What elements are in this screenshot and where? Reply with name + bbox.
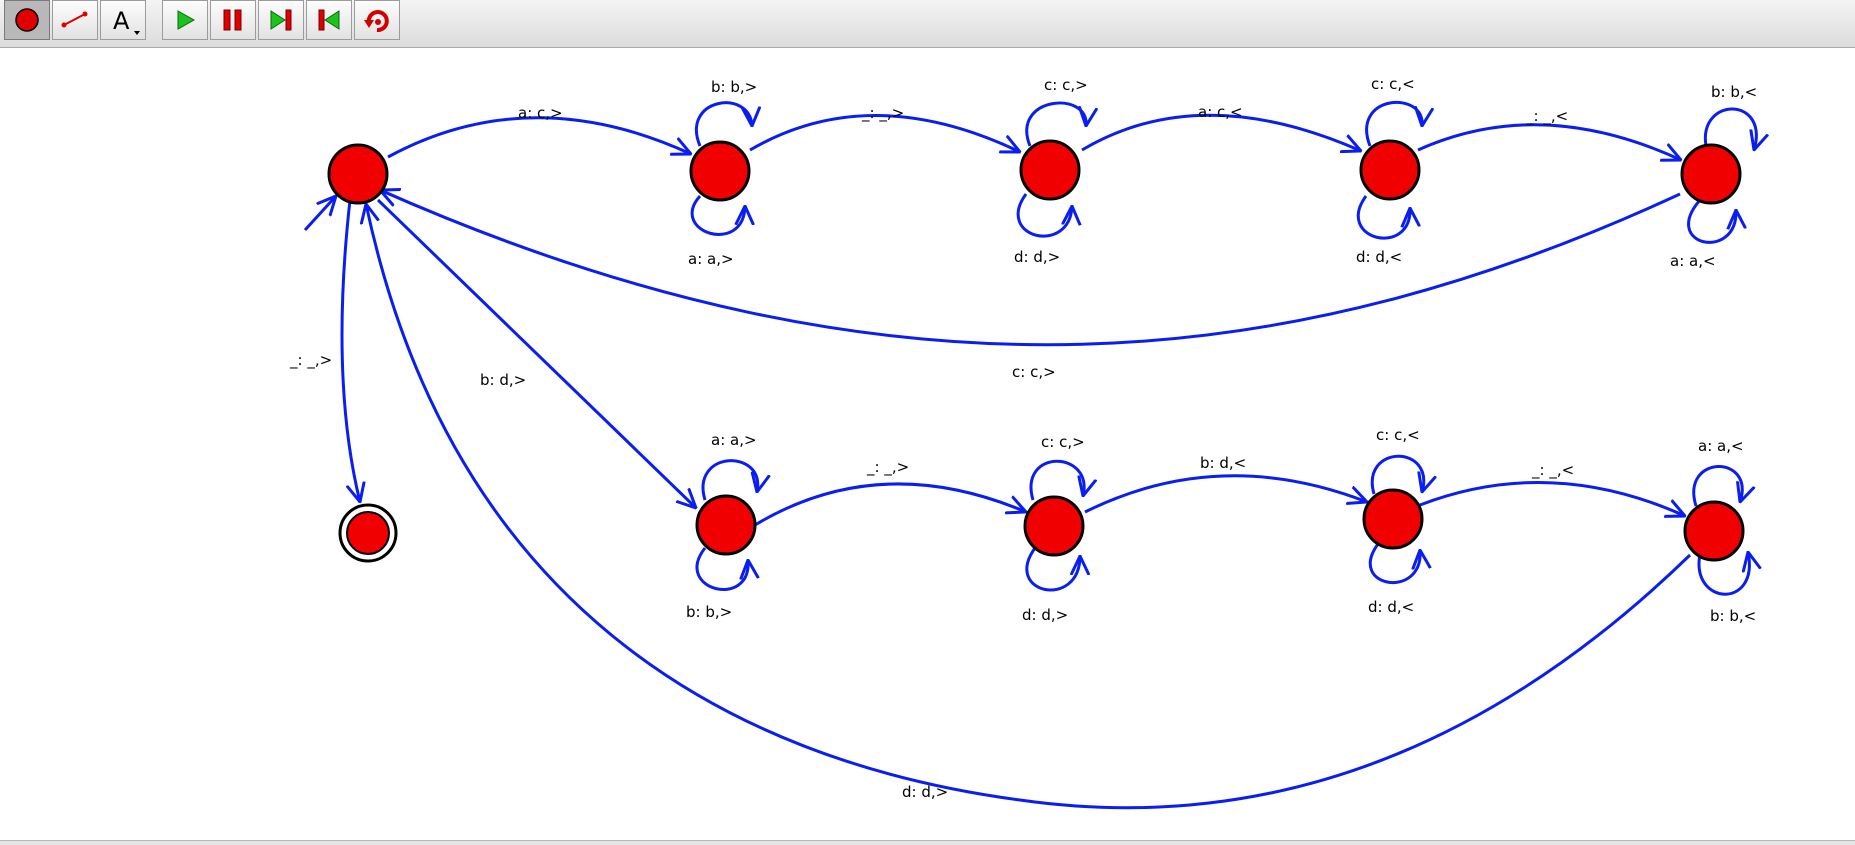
label-q0-qf: _: _,> [289, 351, 332, 370]
pause-icon [223, 9, 242, 31]
loop-q5-top[interactable] [701, 459, 758, 501]
final-state-inner [346, 511, 390, 555]
loop-q4-top[interactable] [1703, 107, 1756, 150]
transition-q4-q0[interactable] [380, 190, 1681, 347]
loop-q3-top[interactable] [1365, 101, 1423, 147]
label-q5-loop-bottom: b: b,> [686, 603, 732, 621]
transition-q8-q0[interactable] [366, 204, 1692, 810]
label-q3-q4: _: _,< [1525, 107, 1568, 126]
step-back-button[interactable] [306, 0, 352, 40]
transition-q0-q5[interactable] [376, 198, 696, 508]
label-q5-loop-top: a: a,> [711, 431, 757, 449]
label-q0-q1: a: c,> [518, 104, 563, 122]
label-q2-q3: a: c,< [1198, 103, 1243, 121]
state-q2[interactable] [1019, 139, 1081, 201]
label-q4-loop-top: b: b,< [1711, 83, 1757, 101]
transition-q0-q1[interactable] [387, 116, 691, 159]
transition-q2-q3[interactable] [1081, 113, 1361, 151]
label-tool-button[interactable]: A [100, 0, 146, 40]
state-tool-button[interactable] [4, 0, 50, 40]
state-q3[interactable] [1359, 139, 1421, 201]
state-q6[interactable] [1023, 495, 1085, 557]
state-q5[interactable] [695, 494, 757, 556]
label-q7-loop-top: c: c,< [1376, 426, 1420, 444]
loop-q2-top[interactable] [1025, 101, 1086, 147]
label-q6-loop-top: c: c,> [1041, 433, 1085, 451]
transition-q0-qf[interactable] [340, 199, 360, 502]
loop-q6-bottom[interactable] [1025, 547, 1080, 592]
state-tool-icon [15, 8, 39, 32]
label-q7-loop-bottom: d: d,< [1368, 598, 1414, 616]
loop-q3-bottom[interactable] [1356, 195, 1410, 240]
label-q7-q8: _: _,< [1531, 461, 1574, 480]
label-tool-letter: A [113, 7, 130, 35]
state-q0[interactable] [327, 143, 389, 205]
transition-tool-button[interactable] [52, 0, 98, 40]
automaton-canvas[interactable]: a: c,> b: b,> a: a,> _: _,> c: c,> d: d,… [0, 48, 1855, 844]
label-q2-loop-top: c: c,> [1044, 76, 1088, 94]
state-qf-final[interactable] [338, 503, 398, 563]
step-forward-button[interactable] [258, 0, 304, 40]
loop-q7-bottom[interactable] [1368, 543, 1420, 584]
state-q7[interactable] [1362, 488, 1424, 550]
label-q8-loop-bottom: b: b,< [1710, 607, 1756, 625]
transitions-layer [303, 101, 1756, 810]
labels-layer: a: c,> b: b,> a: a,> _: _,> c: c,> d: d,… [289, 75, 1757, 801]
state-q4[interactable] [1680, 143, 1742, 205]
label-q4-q0: c: c,> [1012, 363, 1056, 381]
label-q4-loop-bottom: a: a,< [1670, 252, 1716, 270]
state-q1[interactable] [689, 140, 751, 202]
label-q1-loop-top: b: b,> [711, 78, 757, 96]
label-q6-q7: b: d,< [1200, 454, 1246, 472]
loop-q5-bottom[interactable] [695, 547, 748, 591]
step-back-icon [318, 9, 340, 31]
transition-q1-q2[interactable] [749, 114, 1020, 152]
reset-button[interactable] [354, 0, 400, 40]
label-q8-loop-top: a: a,< [1698, 437, 1744, 455]
run-button[interactable] [162, 0, 208, 40]
reset-icon [364, 10, 389, 33]
loop-q8-top[interactable] [1692, 465, 1742, 507]
status-bar [0, 840, 1855, 845]
text-label-icon: A [113, 7, 140, 35]
label-q8-q0: d: d,> [902, 783, 948, 801]
label-q3-loop-bottom: d: d,< [1356, 248, 1402, 266]
initial-state-arrow [303, 196, 336, 232]
loop-q8-bottom[interactable] [1697, 552, 1749, 596]
loop-q2-bottom[interactable] [1016, 193, 1072, 238]
pause-button[interactable] [210, 0, 256, 40]
loop-q1-top[interactable] [695, 101, 752, 147]
transition-q5-q6[interactable] [754, 482, 1026, 527]
label-q5-q6: _: _,> [866, 458, 909, 477]
state-q8[interactable] [1683, 500, 1745, 562]
states-layer [327, 139, 1745, 563]
label-q6-loop-bottom: d: d,> [1022, 606, 1068, 624]
label-q0-q5: b: d,> [480, 371, 526, 389]
step-forward-icon [270, 9, 292, 31]
label-q2-loop-bottom: d: d,> [1014, 248, 1060, 266]
transition-q3-q4[interactable] [1417, 123, 1681, 160]
loop-q4-bottom[interactable] [1687, 199, 1736, 244]
transition-arrow-icon [61, 11, 88, 28]
label-q1-q2: _: _,> [861, 104, 904, 123]
label-q1-loop-bottom: a: a,> [688, 250, 734, 268]
label-q3-loop-top: c: c,< [1371, 75, 1415, 93]
transition-q6-q7[interactable] [1084, 474, 1367, 514]
play-icon [177, 10, 196, 30]
loop-q7-top[interactable] [1370, 454, 1423, 494]
transition-q7-q8[interactable] [1419, 481, 1685, 516]
loop-q1-bottom[interactable] [690, 195, 745, 236]
toolbar: A [0, 0, 1855, 48]
loop-q6-top[interactable] [1029, 459, 1084, 501]
